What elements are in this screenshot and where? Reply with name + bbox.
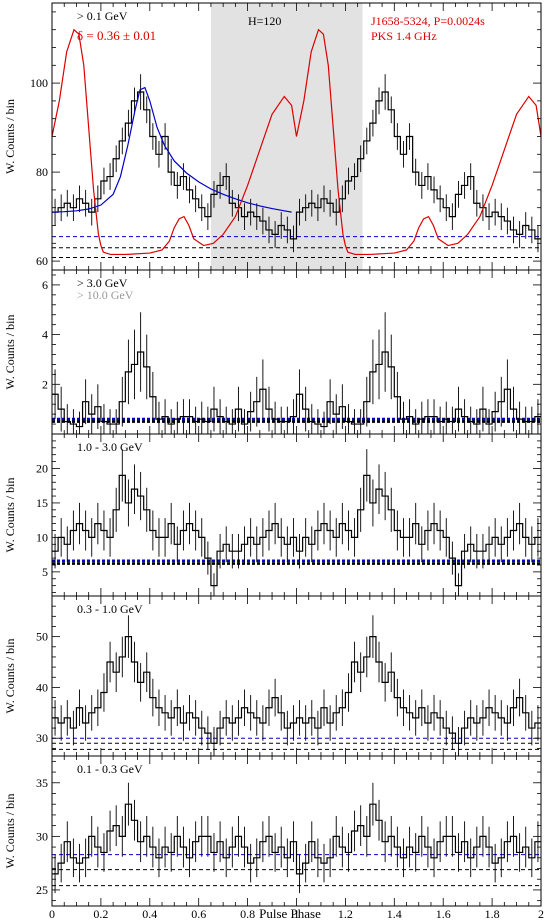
x-axis-label: Pulse Phase bbox=[259, 906, 321, 921]
panel-frame bbox=[51, 433, 542, 597]
x-tick-label: 1.4 bbox=[387, 907, 402, 921]
energy-band-label: 1.0 - 3.0 GeV bbox=[77, 440, 143, 454]
y-tick-label: 60 bbox=[36, 254, 48, 268]
x-tick-label: 0.6 bbox=[191, 907, 206, 921]
y-axis-label: W. Counts / bin bbox=[3, 639, 17, 714]
y-axis-label: W. Counts / bin bbox=[3, 794, 17, 869]
panel-plot-area bbox=[52, 615, 541, 756]
y-tick-label: 80 bbox=[36, 165, 48, 179]
y-tick-label: 20 bbox=[36, 461, 48, 475]
panel-frame bbox=[51, 595, 542, 757]
energy-band-label: 0.3 - 1.0 GeV bbox=[77, 602, 143, 616]
y-tick-label: 40 bbox=[36, 680, 48, 694]
delta-annotation: δ = 0.36 ± 0.01 bbox=[77, 28, 156, 43]
y-tick-label: 15 bbox=[36, 496, 48, 510]
panel-plot-area bbox=[52, 3, 541, 270]
shaded-phase-region bbox=[210, 3, 363, 270]
x-tick-label: 0.2 bbox=[93, 907, 108, 921]
y-tick-label: 35 bbox=[36, 776, 48, 790]
x-tick-label: 0 bbox=[49, 907, 55, 921]
x-tick-label: 1.2 bbox=[338, 907, 353, 921]
y-tick-label: 50 bbox=[36, 630, 48, 644]
h-test-annotation: H=120 bbox=[248, 14, 281, 28]
y-tick-label: 30 bbox=[36, 829, 48, 843]
energy-band-label: > 3.0 GeV bbox=[77, 276, 128, 290]
y-tick-label: 30 bbox=[36, 731, 48, 745]
energy-band-label: > 0.1 GeV bbox=[77, 9, 128, 23]
panel-2: 2 4 6 W. Counts / bin > 3.0 GeV> 10.0 GeV bbox=[3, 269, 542, 435]
y-tick-label: 10 bbox=[36, 530, 48, 544]
panel-plot-area bbox=[52, 449, 541, 596]
panel-1: 60 80 100 W. Counts / bin > 0.1 GeV δ = 0.36 … bbox=[3, 2, 542, 271]
panel-plot-area bbox=[52, 782, 541, 894]
y-axis-label: W. Counts / bin bbox=[3, 315, 17, 390]
y-tick-label: 5 bbox=[42, 565, 48, 579]
x-tick-label: 2 bbox=[538, 907, 544, 921]
y-tick-label: 6 bbox=[42, 278, 48, 292]
y-axis-label: W. Counts / bin bbox=[3, 478, 17, 553]
energy-band-label-2: > 10.0 GeV bbox=[77, 288, 134, 302]
radio-profile-curve bbox=[52, 28, 541, 256]
panel-3: 5 10 15 20 W. Counts / bin 1.0 - 3.0 GeV bbox=[3, 433, 542, 597]
source-annotation: J1658-5324, P=0.0024s bbox=[371, 14, 485, 28]
x-tick-label: 1.8 bbox=[485, 907, 500, 921]
panel-4: 30 40 50 W. Counts / bin 0.3 - 1.0 GeV bbox=[3, 595, 542, 757]
histogram-line bbox=[52, 636, 541, 744]
x-tick-label: 0.4 bbox=[142, 907, 157, 921]
y-tick-label: 25 bbox=[36, 883, 48, 897]
gamma-fit-curve bbox=[52, 86, 292, 213]
panels-group: 60 80 100 W. Counts / bin > 0.1 GeV δ = 0.36 … bbox=[3, 2, 542, 907]
y-tick-label: 2 bbox=[42, 377, 48, 391]
x-tick-label: 0.8 bbox=[240, 907, 255, 921]
histogram-line bbox=[52, 803, 541, 875]
y-tick-label: 100 bbox=[30, 76, 48, 90]
y-axis-label: W. Counts / bin bbox=[3, 99, 17, 174]
histogram-line bbox=[52, 351, 541, 428]
histogram-line bbox=[52, 474, 541, 587]
y-tick-label: 4 bbox=[42, 328, 48, 342]
panel-5: 25 30 35 W. Counts / bin 0.1 - 0.3 GeV bbox=[3, 755, 542, 907]
x-tick-label: 1 bbox=[294, 907, 300, 921]
radio-annotation: PKS 1.4 GHz bbox=[371, 29, 437, 43]
x-tick-label: 1.6 bbox=[436, 907, 451, 921]
energy-band-label: 0.1 - 0.3 GeV bbox=[77, 762, 143, 776]
x-axis-group: 0 0.2 0.4 0.6 0.8 1 1.2 1.4 1.6 1.8 2 bbox=[49, 907, 544, 921]
panel-plot-area bbox=[52, 312, 541, 434]
